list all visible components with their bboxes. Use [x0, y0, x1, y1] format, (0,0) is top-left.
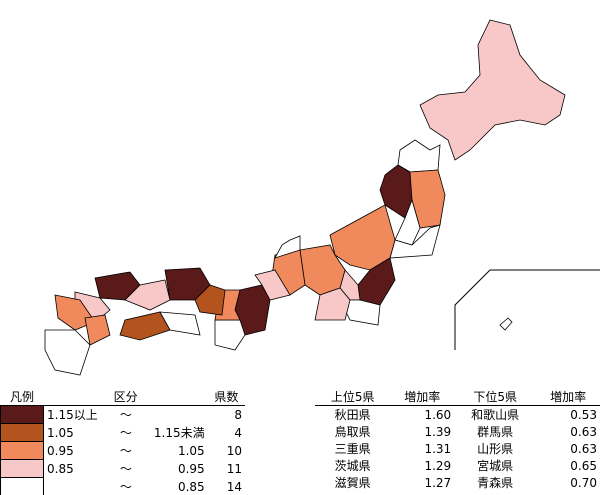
range-sep: ～ — [119, 408, 132, 423]
swatch — [0, 477, 44, 495]
region — [44, 329, 91, 376]
region — [159, 311, 201, 336]
region — [124, 279, 171, 311]
header: 区分 — [43, 388, 208, 406]
ranking-row: 秋田県 1.60 和歌山県 0.53 — [315, 406, 600, 424]
prefecture: 滋賀県 — [334, 476, 371, 490]
range-to: 0.95 — [177, 461, 205, 476]
count: 4 — [234, 425, 242, 440]
region — [214, 319, 246, 351]
range-to: 0.85 — [177, 479, 205, 494]
count: 14 — [226, 479, 242, 494]
header: 増加率 — [390, 388, 455, 406]
count: 8 — [234, 407, 242, 422]
region — [419, 19, 566, 161]
legend-row: 1.05 ～ 1.15未満 4 — [0, 423, 246, 442]
ranking-row: 三重県 1.31 山形県 0.63 — [315, 440, 600, 457]
prefecture: 茨城県 — [334, 459, 371, 473]
region — [299, 244, 346, 296]
ranking-table: 上位5県 増加率 下位5県 増加率 秋田県 1.60 和歌山県 0.53 鳥取県 1.39 群馬県 0… — [315, 388, 600, 491]
range-sep: ～ — [119, 480, 132, 494]
ranking-row: 滋賀県 1.27 青森県 0.70 — [315, 474, 600, 491]
region — [274, 235, 301, 259]
legend-row: 0.85 ～ 0.95 11 — [0, 459, 246, 478]
inset-frame — [454, 269, 600, 350]
header: 凡例 — [0, 388, 44, 406]
prefecture: 青森県 — [477, 476, 514, 490]
rate: 0.65 — [570, 458, 597, 473]
region — [329, 204, 396, 271]
range-from — [44, 478, 115, 495]
region — [119, 311, 171, 341]
region — [397, 139, 441, 173]
range-from: 1.15以上 — [47, 408, 98, 423]
header: 上位5県 — [315, 388, 391, 406]
range-from: 1.05 — [47, 425, 74, 440]
ranking-row: 茨城県 1.29 宮城県 0.65 — [315, 457, 600, 474]
prefecture: 三重県 — [334, 442, 371, 456]
range-sep: ～ — [119, 462, 132, 476]
prefecture: 群馬県 — [477, 425, 514, 439]
region — [394, 198, 421, 246]
swatch — [0, 405, 44, 424]
legend-row: 1.15以上 ～ 8 — [0, 405, 246, 424]
rate: 1.31 — [424, 441, 452, 456]
region — [314, 287, 351, 321]
region — [339, 299, 381, 326]
legend-table: 凡例 区分 県数 1.15以上～ 8 1.05 ～ 1.15未満 4 0.95 ～ 1.05 10 0.8… — [0, 388, 245, 495]
count: 11 — [226, 461, 242, 476]
rate: 1.29 — [424, 458, 452, 473]
prefecture: 和歌山県 — [471, 408, 520, 422]
prefecture: 秋田県 — [334, 408, 371, 422]
swatch — [0, 459, 44, 478]
ranking-row: 鳥取県 1.39 群馬県 0.63 — [315, 423, 600, 440]
rate: 1.39 — [424, 424, 452, 439]
header: 増加率 — [536, 388, 600, 406]
range-from: 0.85 — [47, 461, 74, 476]
range-sep: ～ — [119, 426, 132, 440]
swatch — [0, 423, 44, 442]
range-from: 0.95 — [47, 443, 74, 458]
rate: 0.63 — [570, 441, 597, 456]
rate: 0.63 — [570, 424, 597, 439]
header: 県数 — [207, 388, 245, 406]
region — [499, 317, 513, 331]
region — [194, 284, 226, 316]
rate: 1.27 — [424, 475, 452, 490]
range-sep: ～ — [119, 444, 132, 458]
region — [54, 294, 96, 331]
japan-map — [44, 19, 600, 376]
swatch — [0, 441, 44, 460]
region — [254, 269, 291, 301]
count: 10 — [226, 443, 242, 458]
rate: 0.70 — [570, 475, 597, 490]
range-to — [137, 406, 208, 424]
prefecture: 鳥取県 — [334, 425, 371, 439]
header: 下位5県 — [454, 388, 537, 406]
legend-row: 0.95 ～ 1.05 10 — [0, 441, 246, 460]
range-to: 1.15未満 — [153, 426, 205, 440]
rate: 0.53 — [570, 407, 597, 422]
prefecture: 山形県 — [477, 442, 514, 456]
rate: 1.60 — [424, 407, 452, 422]
region — [84, 314, 111, 346]
prefecture: 宮城県 — [477, 459, 514, 473]
legend-row: ～ 0.85 14 — [0, 477, 246, 495]
range-to: 1.05 — [177, 443, 205, 458]
